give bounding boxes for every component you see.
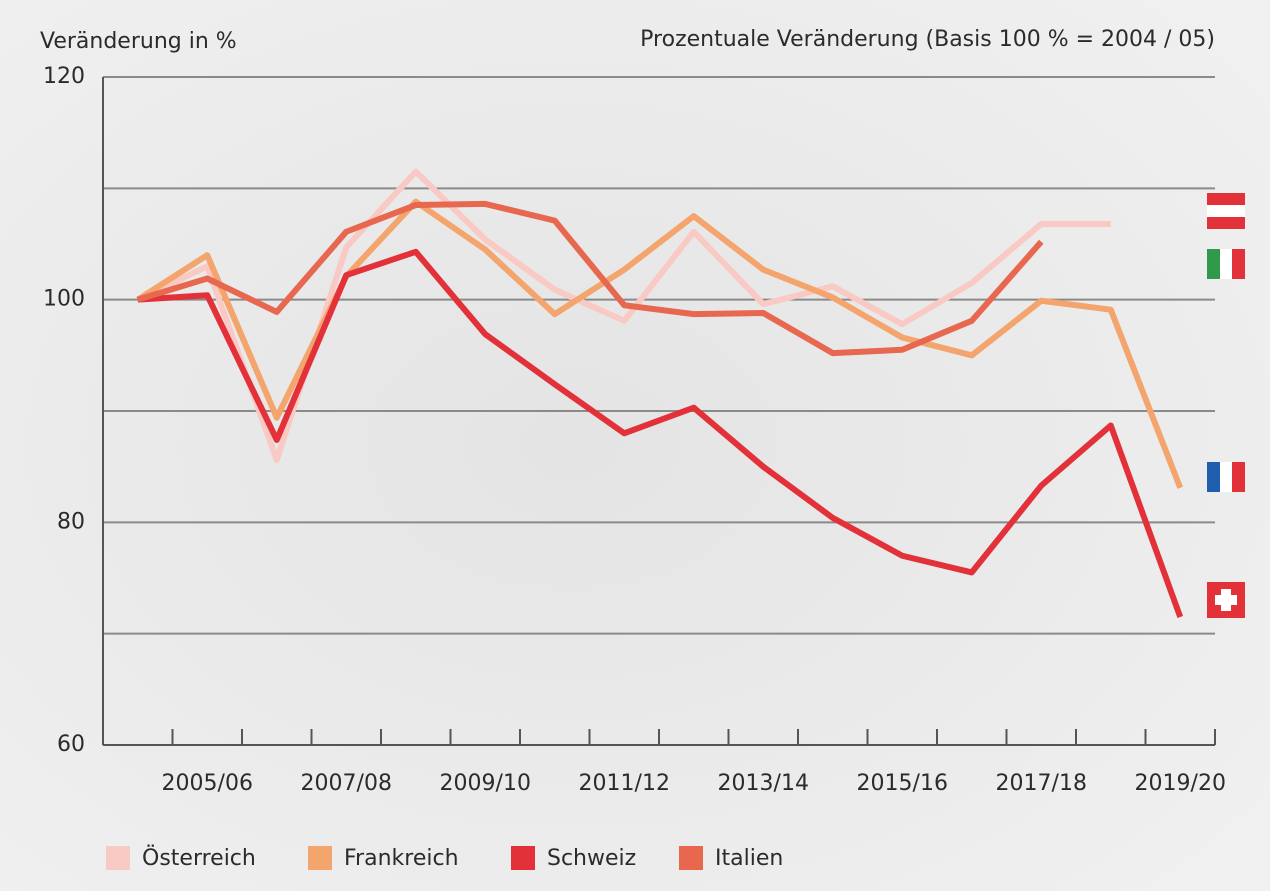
flag-france-white: [1220, 462, 1232, 492]
legend-swatch: [511, 846, 535, 870]
flag-italy-red: [1232, 249, 1245, 279]
x-tick-label: 2007/08: [301, 771, 392, 796]
y-axis-label: Veränderung in %: [40, 29, 237, 54]
legend-swatch: [106, 846, 130, 870]
legend-label: Österreich: [142, 845, 256, 871]
legend-swatch: [679, 846, 703, 870]
legend-swatch: [308, 846, 332, 870]
y-tick-label: 100: [43, 287, 85, 312]
x-tick-label: 2017/18: [996, 771, 1087, 796]
x-tick-label: 2005/06: [162, 771, 253, 796]
flag-italy-green: [1207, 249, 1220, 279]
legend-label: Schweiz: [547, 846, 636, 871]
y-tick-label: 80: [57, 509, 85, 534]
x-tick-label: 2019/20: [1135, 771, 1226, 796]
x-tick-label: 2009/10: [440, 771, 531, 796]
flag-france-red: [1232, 462, 1245, 492]
chart-title: Prozentuale Veränderung (Basis 100 % = 2…: [640, 27, 1215, 52]
page: Veränderung in % Prozentuale Veränderung…: [0, 0, 1270, 891]
y-tick-label: 60: [57, 732, 85, 757]
flag-france-blue: [1207, 462, 1220, 492]
x-tick-label: 2011/12: [579, 771, 670, 796]
chart: Veränderung in % Prozentuale Veränderung…: [0, 0, 1270, 891]
x-tick-label: 2013/14: [718, 771, 809, 796]
legend-label: Frankreich: [344, 846, 459, 871]
background: [0, 0, 1270, 891]
y-tick-label: 120: [43, 64, 85, 89]
flag-switzerland-cross: [1215, 595, 1237, 605]
flag-italy-white: [1220, 249, 1232, 279]
flag-austria-stripe: [1207, 205, 1245, 217]
legend-label: Italien: [715, 846, 783, 871]
x-tick-label: 2015/16: [857, 771, 948, 796]
